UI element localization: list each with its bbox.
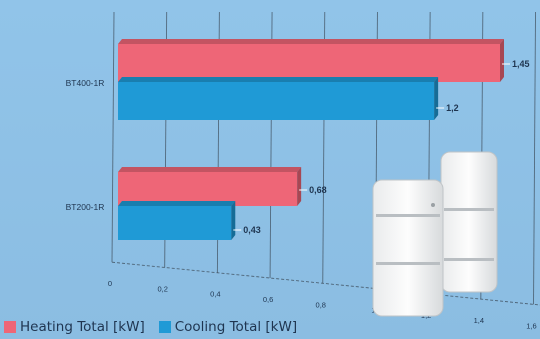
x-tick-label-1: 0,2 (157, 284, 167, 293)
category-label-0: BT400-1R (66, 78, 105, 88)
data-labels: BT400-1R 1,45 1,2 BT200-1R 0,68 0,43 (66, 59, 530, 235)
gridline-8 (533, 11, 536, 305)
legend-label-cooling: Cooling Total [kW] (174, 319, 298, 335)
x-tick-label-8: 1,6 (526, 321, 536, 330)
heating-bar-0-value-label: 1,45 (512, 59, 530, 69)
x-tick-label-3: 0,6 (263, 295, 273, 304)
cooling-bar-1-top (118, 201, 236, 206)
cooling-bar-1-value-label: 0,43 (243, 225, 261, 235)
x-tick-label-0: 0 (108, 279, 112, 288)
heating-bar-1-end (297, 167, 302, 206)
heating-bar-1-top (118, 167, 302, 172)
cooling-bar-0-value-label: 1,2 (446, 103, 459, 113)
cooling-bar-1 (118, 206, 232, 240)
gridline-0 (111, 11, 115, 263)
legend-swatch-heating (4, 321, 16, 333)
heating-bar-1-value-label: 0,68 (309, 185, 327, 195)
legend: Heating Total [kW] Cooling Total [kW] (4, 317, 297, 337)
cooling-bar-0-end (434, 77, 439, 120)
heating-bar-0-end (500, 39, 504, 82)
cooling-bar-0-top (118, 77, 439, 82)
heating-bar-0-top (118, 39, 504, 44)
cooling-bar-0 (118, 82, 435, 120)
legend-item-heating: Heating Total [kW] (4, 319, 145, 335)
bars (118, 39, 504, 240)
heating-bar-0 (118, 44, 500, 82)
cooling-bar-1-end (231, 201, 236, 240)
radiator-panels-image (372, 151, 498, 317)
legend-swatch-cooling (158, 321, 171, 333)
x-tick-label-7: 1,4 (474, 316, 484, 325)
x-tick-label-2: 0,4 (210, 290, 220, 299)
x-axis-baseline (111, 261, 540, 306)
x-tick-label-4: 0,8 (316, 300, 326, 309)
heating-bar-1 (118, 172, 298, 206)
legend-item-cooling: Cooling Total [kW] (158, 319, 298, 335)
legend-label-heating: Heating Total [kW] (20, 319, 145, 335)
category-label-1: BT200-1R (66, 202, 105, 212)
